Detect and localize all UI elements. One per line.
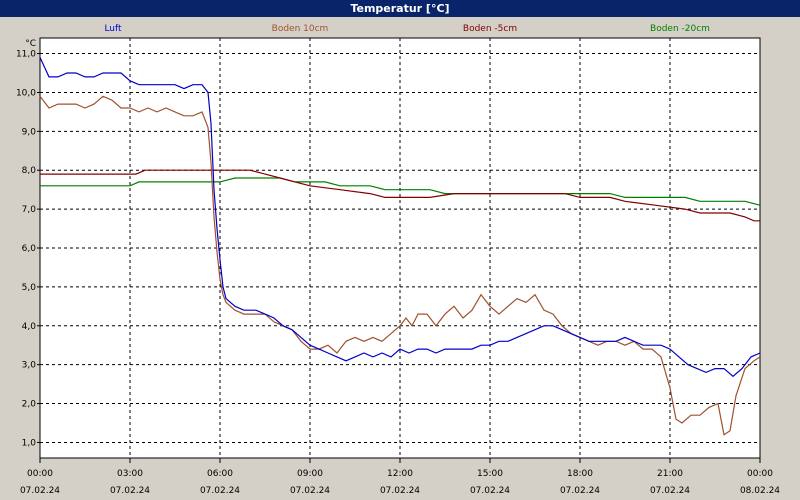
x-tick-date: 07.02.24	[110, 486, 150, 496]
x-tick-date: 07.02.24	[20, 486, 60, 496]
x-tick-time: 00:00	[747, 469, 773, 479]
x-tick-date: 07.02.24	[200, 486, 240, 496]
y-tick-label: 11,0	[16, 50, 36, 60]
x-tick-time: 03:00	[117, 469, 143, 479]
x-tick-date: 08.02.24	[740, 486, 780, 496]
series-lines	[39, 57, 761, 436]
y-tick-label: 3,0	[22, 361, 37, 371]
temperature-chart: 1,0 2,0 3,0 4,0 5,0 6,0 7,0 8,0 9,0 10,0 11,0°C 00…	[16, 24, 780, 496]
y-tick-label: 8,0	[22, 166, 37, 176]
x-tick-time: 21:00	[657, 469, 683, 479]
x-tick-date: 07.02.24	[560, 486, 600, 496]
legend-item: Boden -5cm	[463, 24, 517, 34]
x-tick-date: 07.02.24	[380, 486, 420, 496]
grid	[40, 38, 760, 458]
legend-item: Boden -20cm	[650, 24, 710, 34]
x-tick-time: 06:00	[207, 469, 233, 479]
series-line-boden-5cm	[40, 169, 760, 222]
x-tick-time: 12:00	[387, 469, 413, 479]
series-line-boden-20cm	[40, 177, 761, 206]
y-tick-label: 1,0	[22, 438, 37, 448]
chart-title: Temperatur [°C]	[0, 0, 800, 17]
x-tick-time: 00:00	[27, 469, 53, 479]
x-tick-date: 07.02.24	[470, 486, 510, 496]
series-line-luft	[39, 57, 761, 378]
x-tick-time: 15:00	[477, 469, 503, 479]
y-tick-label: 5,0	[22, 283, 37, 293]
x-axis: 00:00 07.02.24 03:00 07.02.24 06:00 07.02.24 0…	[20, 458, 780, 496]
x-tick-date: 07.02.24	[290, 486, 330, 496]
y-tick-label: 2,0	[22, 400, 37, 410]
x-tick-time: 09:00	[297, 469, 323, 479]
y-tick-label: 4,0	[22, 322, 37, 332]
y-tick-label: 9,0	[22, 127, 37, 137]
y-tick-label: 10,0	[16, 88, 36, 98]
legend-item: Luft	[104, 24, 122, 34]
x-tick-date: 07.02.24	[650, 486, 690, 496]
y-axis: 1,0 2,0 3,0 4,0 5,0 6,0 7,0 8,0 9,0 10,0 11,0°C	[16, 39, 40, 448]
y-tick-label: 6,0	[22, 244, 37, 254]
y-tick-label: 7,0	[22, 205, 37, 215]
series-line-boden-10cm	[39, 95, 761, 436]
legend: Luft Boden 10cm Boden -5cm Boden -20cm	[104, 24, 710, 34]
y-axis-label: °C	[25, 39, 36, 49]
legend-item: Boden 10cm	[272, 24, 329, 34]
x-tick-time: 18:00	[567, 469, 593, 479]
